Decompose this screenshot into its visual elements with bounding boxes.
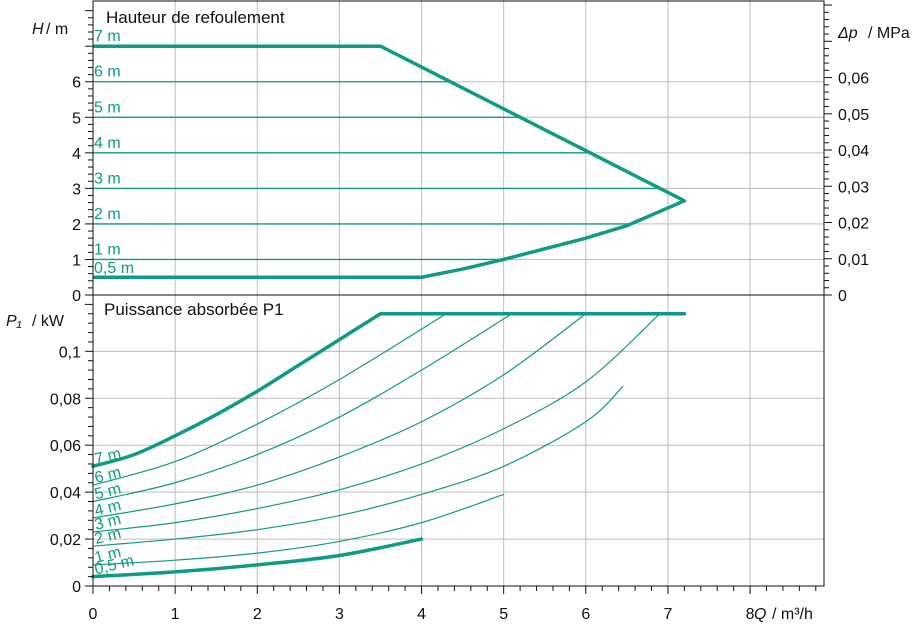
power-curve-label: 7 m <box>93 445 123 468</box>
top-panel-title: Hauteur de refoulement <box>106 8 285 27</box>
x-tick-label-flow: 3 <box>335 606 344 623</box>
y-axis-var-power: P₁ <box>6 313 22 330</box>
head-curve-label: 7 m <box>94 28 121 45</box>
head-curve-label: 2 m <box>94 206 121 223</box>
x-tick-label-flow: 7 <box>663 606 672 623</box>
x-axis-var-flow: Q <box>754 606 766 623</box>
y-tick-label-head: 2 <box>72 217 81 234</box>
power-curve-4 <box>92 313 587 519</box>
y-axis-unit-power: / kW <box>32 313 65 330</box>
power-curve-6 <box>92 385 624 547</box>
y-tick-label-power: 0 <box>72 579 81 596</box>
plot-frame <box>92 0 825 587</box>
curve-layer <box>91 44 687 579</box>
y-tick-label-head: 0 <box>72 288 81 305</box>
y-tick-label-power: 0,04 <box>50 485 81 502</box>
power-curve-label: 2 m <box>93 525 123 548</box>
y2-tick-label-pressure: 0 <box>838 288 847 305</box>
x-tick-label-flow: 6 <box>581 606 590 623</box>
power-curve-label: 5 m <box>93 480 123 503</box>
y-tick-label-power: 0,02 <box>50 532 81 549</box>
x-axis-unit-flow: / m³/h <box>772 606 813 623</box>
y-tick-label-head: 3 <box>72 181 81 198</box>
y-tick-label-head: 5 <box>72 110 81 127</box>
x-tick-label-flow: 1 <box>171 606 180 623</box>
power-curve-8 <box>91 537 424 579</box>
x-tick-label-flow: 4 <box>417 606 426 623</box>
head-curve-label: 5 m <box>94 99 121 116</box>
y-tick-label-head: 1 <box>72 252 81 269</box>
y2-axis-var-pressure: Δp <box>837 25 858 42</box>
y2-tick-label-pressure: 0,06 <box>838 71 869 88</box>
head-envelope-curve <box>93 44 687 279</box>
head-curve-label: 1 m <box>94 241 121 258</box>
frame-layer <box>92 0 825 587</box>
x-tick-label-flow: 2 <box>253 606 262 623</box>
y-tick-label-head: 4 <box>72 146 81 163</box>
y-tick-label-power: 0,08 <box>50 391 81 408</box>
head-curve-label: 4 m <box>94 135 121 152</box>
power-curve-label: 1 m <box>93 544 123 567</box>
power-curve-label: 6 m <box>93 464 123 487</box>
y-tick-label-power: 0,06 <box>50 438 81 455</box>
x-tick-label-flow: 0 <box>89 606 98 623</box>
y2-tick-label-pressure: 0,01 <box>838 252 869 269</box>
y-tick-label-power: 0,1 <box>59 344 81 361</box>
x-tick-label-flow: 5 <box>499 606 508 623</box>
label-layer: 7 m6 m5 m4 m3 m2 m1 m0,5 m7 m6 m5 m4 m3 … <box>93 28 136 578</box>
power-curve-3 <box>92 313 513 503</box>
power-curve-2 <box>92 313 447 486</box>
y2-tick-label-pressure: 0,03 <box>838 179 869 196</box>
y2-axis-unit-pressure: / MPa <box>868 25 910 42</box>
bottom-panel-title: Puissance absorbée P1 <box>104 300 284 319</box>
y2-tick-label-pressure: 0,05 <box>838 107 869 124</box>
y-tick-label-head: 6 <box>72 75 81 92</box>
head-curve-label: 0,5 m <box>94 260 134 277</box>
y2-tick-label-pressure: 0,02 <box>838 216 869 233</box>
power-curve-5 <box>92 313 661 533</box>
head-curve-label: 3 m <box>94 170 121 187</box>
y-axis-unit-head: / m <box>46 21 68 38</box>
y-axis-var-head: H <box>32 21 44 38</box>
text-layer: Hauteur de refoulement Puissance absorbé… <box>6 8 910 623</box>
x-tick-label-flow: 8 <box>746 606 755 623</box>
head-curve-label: 6 m <box>94 64 121 81</box>
tick-layer: 0 1 2 3 4 5 6 0 0,01 0,02 0,03 0,04 0,05 0,06 0 0,02 0,0… <box>50 4 869 623</box>
power-curve-label: 3 m <box>93 511 123 534</box>
power-curve-1 <box>91 312 687 469</box>
power-curve-7 <box>92 493 505 566</box>
y2-tick-label-pressure: 0,04 <box>838 143 869 160</box>
power-curve-label: 4 m <box>93 497 123 520</box>
